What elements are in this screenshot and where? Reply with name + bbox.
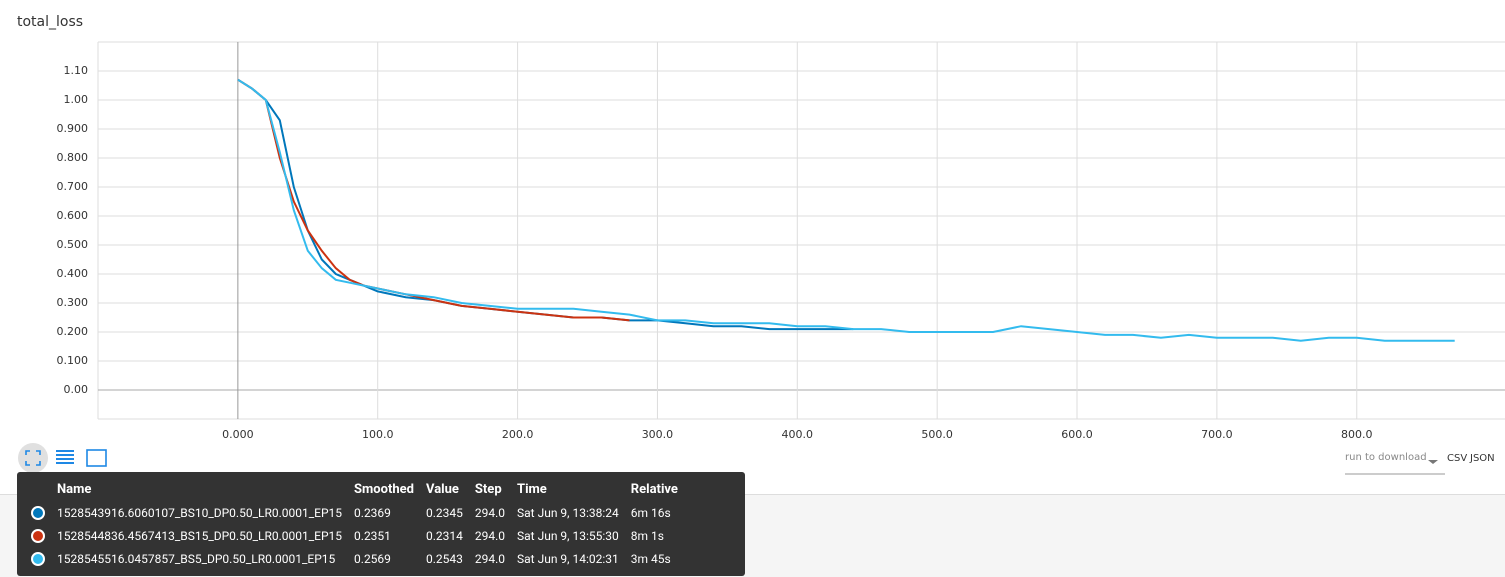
x-tick-label: 300.0 [642, 428, 674, 441]
cell: 1528544836.4567413_BS15_DP0.50_LR0.0001_… [57, 528, 343, 543]
column-header: Value [426, 482, 459, 497]
tooltip: Name Smoothed Value Step Time Relative 152854… [17, 472, 745, 576]
cell: 6m 16s [630, 505, 671, 520]
column-header: Smoothed [354, 482, 414, 497]
cell: 1528543916.6060107_BS10_DP0.50_LR0.0001_… [57, 505, 343, 520]
y-tick-label: 0.00 [64, 383, 89, 396]
color-swatch [31, 505, 45, 520]
fit-domain-button[interactable] [18, 443, 48, 473]
y-tick-label: 0.600 [57, 209, 89, 222]
chart-title: total_loss [17, 14, 83, 30]
y-tick-label: 0.100 [57, 354, 89, 367]
y-tick-label: 0.800 [57, 151, 89, 164]
header-row: Name Smoothed Value Step Time Relative [25, 480, 684, 501]
column-header: Name [57, 482, 92, 497]
dropdown-arrow[interactable] [1428, 460, 1438, 464]
json-link[interactable]: JSON [1470, 453, 1495, 464]
x-tick-label: 500.0 [921, 428, 953, 441]
y-tick-label: 0.900 [57, 122, 89, 135]
cell: 294.0 [474, 528, 506, 543]
cell: 294.0 [474, 551, 506, 566]
x-tick-label: 0.000 [222, 428, 254, 441]
cell: 0.2543 [426, 551, 463, 566]
run-row: 1528544836.4567413_BS15_DP0.50_LR0.0001_… [25, 524, 684, 547]
icons [18, 443, 1445, 475]
x-tick-label: 200.0 [502, 428, 534, 441]
column-header: Step [474, 482, 502, 497]
color-swatch [31, 528, 45, 543]
selection-button[interactable] [86, 449, 107, 467]
cell: 294.0 [474, 505, 506, 520]
y-tick-label: 0.700 [57, 180, 89, 193]
x-tick-label: 800.0 [1341, 428, 1373, 441]
color-swatch [31, 551, 45, 566]
series-line [237, 78, 630, 322]
y-tick-label: 1.00 [64, 93, 89, 106]
y-tick-label: 1.10 [64, 64, 89, 77]
log-scale-button[interactable] [56, 450, 74, 464]
csv-link[interactable]: CSV [1447, 453, 1468, 464]
y-tick-label: 0.500 [57, 238, 89, 251]
cell: 0.2569 [354, 551, 391, 566]
x-tick-label: 100.0 [362, 428, 394, 441]
y-tick-label: 0.400 [57, 267, 89, 280]
y-tick-label: 0.200 [57, 325, 89, 338]
run-row: 1528545516.0457857_BS5_DP0.50_LR0.0001_E… [25, 547, 684, 570]
cell: 1528545516.0457857_BS5_DP0.50_LR0.0001_E… [57, 551, 336, 566]
run-select[interactable]: run to download [1345, 452, 1427, 463]
cell: 3m 45s [630, 551, 671, 566]
series-line [237, 78, 1455, 342]
run-color [25, 547, 51, 570]
cell: 0.2369 [354, 505, 391, 520]
x-tick-label: 700.0 [1201, 428, 1233, 441]
cell: 0.2345 [426, 505, 463, 520]
cell: 0.2351 [354, 528, 391, 543]
icon-header [25, 480, 51, 501]
run-color [25, 524, 51, 547]
cell: Sat Jun 9, 13:55:30 [517, 528, 619, 543]
column-header: Time [517, 482, 547, 497]
y-tick-label: 0.300 [57, 296, 89, 309]
cell: 0.2314 [426, 528, 463, 543]
x-tick-label: 600.0 [1061, 428, 1093, 441]
cell: Sat Jun 9, 14:02:31 [517, 551, 619, 566]
column-header: Relative [630, 482, 678, 497]
run-row: 1528543916.6060107_BS10_DP0.50_LR0.0001_… [25, 501, 684, 524]
cell: 8m 1s [630, 528, 664, 543]
series-line [237, 78, 854, 331]
cell: Sat Jun 9, 13:38:24 [517, 505, 619, 520]
run-color [25, 501, 51, 524]
x-tick-label: 400.0 [782, 428, 814, 441]
tooltip-table: Name Smoothed Value Step Time Relative 152854… [25, 480, 684, 570]
